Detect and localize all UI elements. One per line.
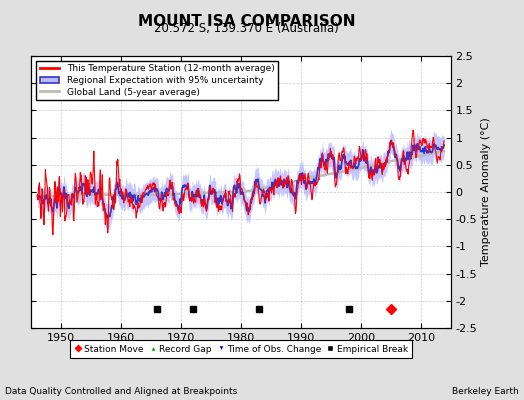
- Text: Berkeley Earth: Berkeley Earth: [452, 387, 519, 396]
- Text: 20.572 S, 139.370 E (Australia): 20.572 S, 139.370 E (Australia): [154, 22, 339, 35]
- Text: MOUNT ISA COMPARISON: MOUNT ISA COMPARISON: [137, 14, 355, 29]
- Legend: Station Move, Record Gap, Time of Obs. Change, Empirical Break: Station Move, Record Gap, Time of Obs. C…: [70, 340, 412, 358]
- Text: Data Quality Controlled and Aligned at Breakpoints: Data Quality Controlled and Aligned at B…: [5, 387, 237, 396]
- Y-axis label: Temperature Anomaly (°C): Temperature Anomaly (°C): [482, 118, 492, 266]
- Legend: This Temperature Station (12-month average), Regional Expectation with 95% uncer: This Temperature Station (12-month avera…: [36, 60, 278, 100]
